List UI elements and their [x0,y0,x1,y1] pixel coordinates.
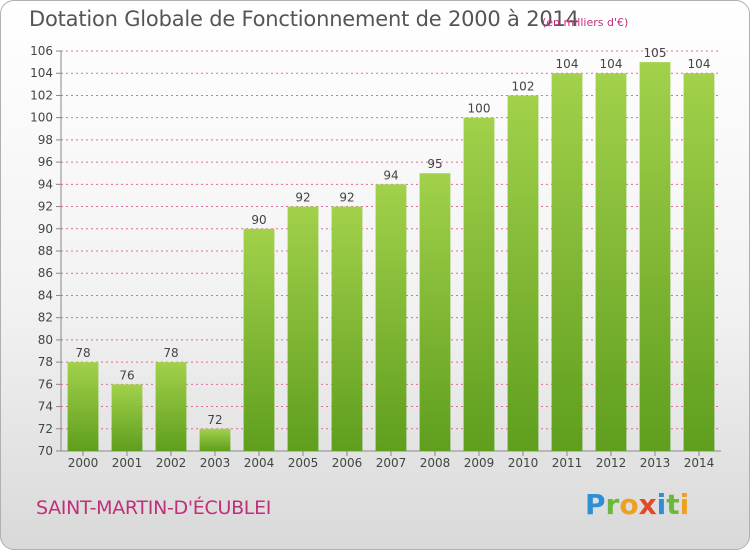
x-tick-label: 2010 [508,456,539,470]
bar-value-label: 72 [207,413,222,427]
bar [595,73,627,451]
y-tick-label: 70 [38,444,53,458]
x-tick-label: 2005 [288,456,319,470]
x-tick-label: 2006 [332,456,363,470]
x-tick-label: 2012 [596,456,627,470]
x-tick-label: 2001 [112,456,143,470]
y-tick-label: 76 [38,377,53,391]
y-tick-label: 92 [38,200,53,214]
bar-value-label: 104 [556,57,579,71]
bar [375,184,407,452]
bar-value-label: 95 [427,157,442,171]
proxiti-logo: Proxiti [585,488,689,521]
label-layer: 78 76 78 72 90 92 92 94 95 100 102 104 104 105 104 [75,46,710,427]
bar [331,206,363,451]
bar [639,62,671,451]
x-tick-label: 2013 [640,456,671,470]
y-tick-label: 82 [38,311,53,325]
bar-layer [67,62,715,452]
bar [155,362,187,451]
bar-value-label: 92 [295,191,310,205]
logo-letter: o [619,488,639,521]
bar-value-label: 102 [512,79,535,93]
y-tick-label: 72 [38,422,53,436]
bar-value-label: 78 [75,346,90,360]
y-tick-label: 106 [30,44,53,58]
x-tick-label: 2003 [200,456,231,470]
y-tick-label: 84 [38,288,53,302]
bar-value-label: 90 [251,213,266,227]
bar [111,384,143,451]
bar [551,73,583,451]
logo-letter: t [666,488,680,521]
bar-value-label: 104 [688,57,711,71]
chart-title: Dotation Globale de Fonctionnement de 20… [29,7,579,31]
y-tick-label: 98 [38,133,53,147]
logo-letter: P [585,488,606,521]
bar [463,117,495,452]
logo-letter: i [656,488,667,521]
bar [67,362,99,451]
logo-letter: r [605,488,620,521]
bar-value-label: 104 [600,57,623,71]
y-tick-label: 100 [30,111,53,125]
bar-value-label: 76 [119,368,134,382]
bar [199,428,231,451]
x-tick-label: 2008 [420,456,451,470]
bar-value-label: 100 [468,102,491,116]
bar-value-label: 94 [383,168,398,182]
y-tick-label: 88 [38,244,53,258]
y-tick-label: 78 [38,355,53,369]
y-tick-label: 102 [30,88,53,102]
y-tick-label: 80 [38,333,53,347]
x-tick-label: 2000 [68,456,99,470]
y-tick-label: 86 [38,266,53,280]
x-tick-label: 2009 [464,456,495,470]
y-tick-label: 104 [30,66,53,80]
logo-letter: x [638,488,657,521]
x-tick-label: 2007 [376,456,407,470]
x-tick-label: 2004 [244,456,275,470]
x-tick-label: 2014 [684,456,715,470]
bar [243,228,275,451]
bar [507,95,539,451]
y-tick-label: 94 [38,177,53,191]
y-tick-label: 74 [38,400,53,414]
chart-unit-note: (en milliers d'€) [542,16,629,29]
bar-value-label: 78 [163,346,178,360]
y-tick-label: 96 [38,155,53,169]
bar-value-label: 105 [644,46,667,60]
x-tick-label: 2011 [552,456,583,470]
x-tick-label: 2002 [156,456,187,470]
bar [287,206,319,451]
bar [419,173,451,451]
axis-layer: 70 72 74 76 78 80 82 84 86 88 90 92 94 96 98 100 102 104 1… [30,44,721,470]
place-name: SAINT-MARTIN-D'ÉCUBLEI [36,497,272,519]
logo-letter: i [679,488,690,521]
bar [683,73,715,451]
bar-value-label: 92 [339,191,354,205]
y-tick-label: 90 [38,222,53,236]
